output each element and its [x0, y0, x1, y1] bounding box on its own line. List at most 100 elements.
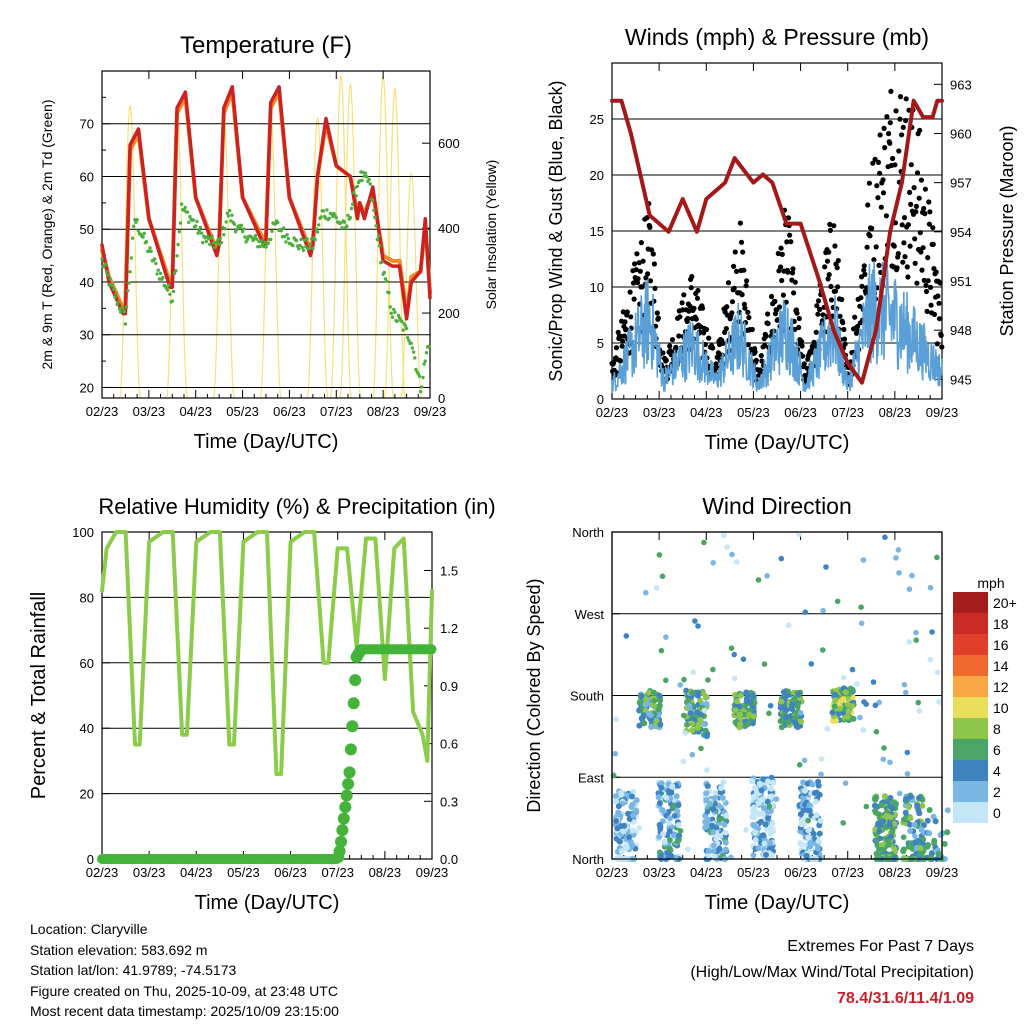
direction-point [753, 809, 759, 815]
precip-point [349, 674, 362, 687]
direction-xtick-label: 07/23 [831, 865, 864, 880]
gust-point [861, 267, 867, 273]
direction-point [915, 837, 922, 844]
direction-point [705, 677, 711, 683]
humidity-xtick-label: 06/23 [274, 865, 307, 880]
precip-point [426, 644, 437, 655]
gust-point [686, 308, 692, 314]
gust-point [886, 131, 892, 137]
dewpoint-point [368, 182, 372, 186]
dewpoint-point [317, 223, 321, 227]
direction-ytick-label: North [572, 852, 604, 867]
gust-point [842, 341, 848, 347]
gust-point [878, 204, 884, 210]
gust-point [796, 315, 802, 322]
direction-point [803, 852, 810, 859]
winds-ytick-right-label: 957 [950, 176, 972, 191]
direction-point [613, 716, 619, 722]
direction-point [694, 709, 701, 716]
direction-point [669, 783, 676, 790]
dewpoint-point [106, 273, 110, 277]
gust-point [925, 255, 931, 261]
dewpoint-point [363, 171, 368, 175]
direction-point [886, 821, 893, 828]
direction-point [876, 828, 883, 835]
temperature-xtick-label: 08/23 [367, 404, 400, 419]
gust-point [724, 304, 730, 310]
gust-point [875, 195, 881, 201]
dewpoint-point [134, 220, 138, 224]
direction-point [692, 618, 698, 624]
direction-point [612, 750, 618, 757]
dewpoint-point [124, 305, 129, 309]
gust-point [880, 177, 886, 183]
winds-ytick-label: 15 [590, 224, 604, 239]
direction-point [670, 803, 677, 810]
gust-point [788, 239, 794, 245]
gust-point [733, 268, 740, 274]
gust-point [742, 305, 748, 311]
direction-point [801, 757, 808, 764]
dewpoint-point [345, 224, 349, 228]
dewpoint-point [235, 227, 239, 232]
dewpoint-point [195, 219, 199, 224]
legend-swatch [953, 592, 988, 613]
gust-point [908, 162, 914, 168]
gust-point [739, 292, 745, 298]
winds-xtick-label: 08/23 [879, 405, 912, 420]
gust-point [916, 195, 922, 201]
dewpoint-point [103, 262, 108, 266]
direction-point [752, 829, 759, 836]
direction-point [736, 703, 743, 710]
direction-point [695, 623, 701, 629]
gust-point [695, 287, 701, 294]
winds-xtick-label: 07/23 [831, 405, 864, 420]
winds-frame [611, 62, 943, 400]
direction-point [680, 712, 687, 719]
direction-point [832, 691, 839, 698]
dewpoint-point [321, 209, 326, 213]
gust-point [925, 278, 931, 284]
direction-point [893, 555, 899, 561]
gust-point [876, 262, 882, 268]
direction-point [818, 756, 825, 762]
direction-point [760, 832, 767, 839]
direction-point [872, 702, 879, 709]
direction-point [845, 708, 852, 715]
direction-point [777, 704, 784, 711]
direction-point [800, 779, 807, 786]
direction-point [722, 839, 729, 846]
direction-point [809, 781, 816, 788]
direction-point [895, 547, 902, 553]
temperature-ytick-label: 60 [80, 169, 94, 184]
gust-point [720, 340, 726, 346]
solar-insolation-curve [306, 117, 329, 399]
gust-point [679, 300, 685, 306]
gust-point [611, 360, 617, 366]
humidity-xlabel: Time (Day/UTC) [195, 892, 340, 914]
temperature-frame [101, 70, 431, 399]
gust-point [745, 309, 751, 315]
gust-point [862, 271, 868, 277]
direction-point [613, 836, 620, 842]
direction-point [660, 830, 667, 837]
dewpoint-point [117, 307, 122, 311]
gust-point [888, 88, 894, 94]
direction-point [842, 689, 849, 696]
direction-point [636, 722, 643, 729]
direction-point [663, 634, 669, 640]
dewpoint-point [421, 375, 425, 380]
gust-point [817, 306, 823, 313]
winds-ytick-label: 25 [590, 112, 604, 127]
direction-point [651, 698, 658, 704]
direction-point [797, 811, 804, 818]
direction-point [878, 847, 885, 853]
gust-point [744, 278, 750, 284]
gust-point [669, 337, 676, 343]
precip-point [343, 766, 356, 779]
direction-point [753, 789, 760, 795]
direction-point [651, 689, 657, 696]
dewpoint-point [352, 191, 356, 195]
direction-point [935, 850, 942, 857]
direction-point [878, 802, 885, 809]
